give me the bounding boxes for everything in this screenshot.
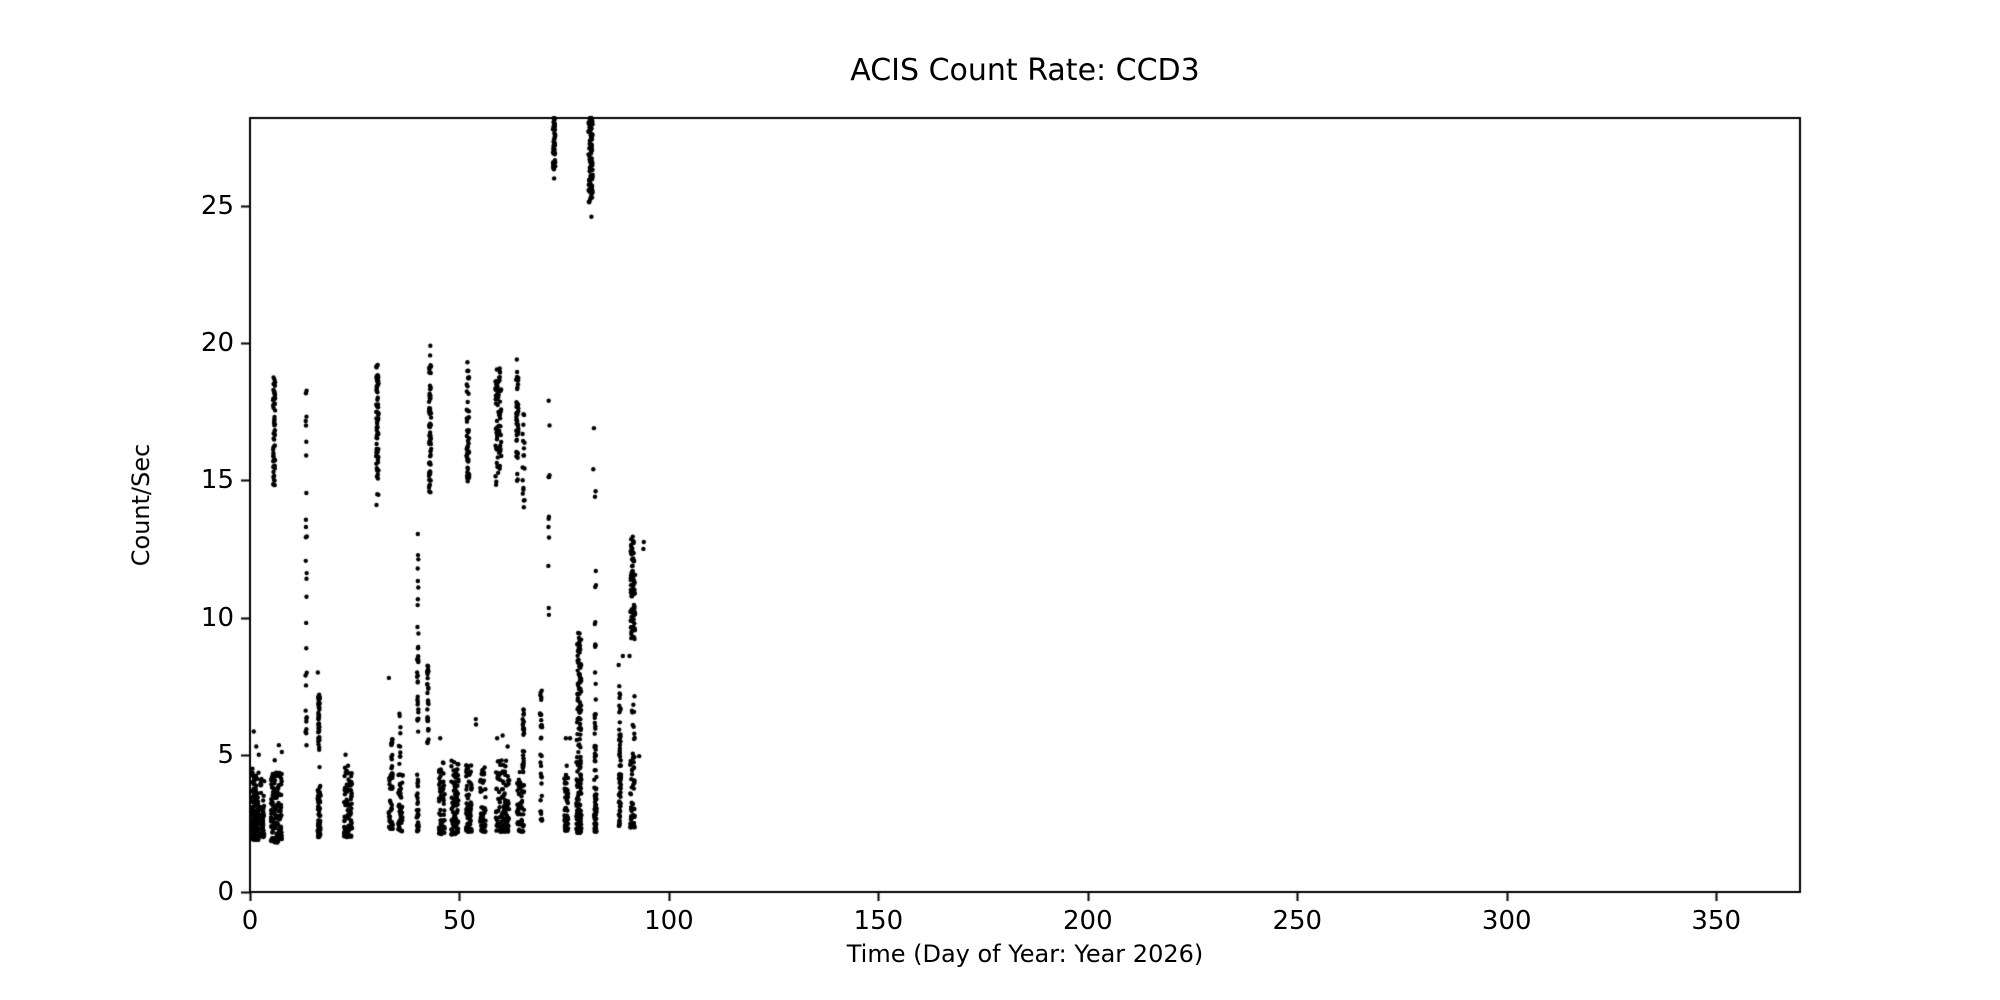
y-tick-label: 25 <box>200 190 234 221</box>
x-tick-label: 150 <box>853 906 904 936</box>
x-tick-label: 250 <box>1272 906 1323 936</box>
x-tick-label: 100 <box>644 906 694 936</box>
y-tick-label: 15 <box>200 465 234 496</box>
chart-title: ACIS Count Rate: CCD3 <box>850 53 1200 88</box>
y-axis-label: Count/Sec <box>127 443 155 567</box>
x-tick-label: 200 <box>1063 906 1113 936</box>
y-tick-label: 5 <box>217 739 234 770</box>
x-tick-label: 350 <box>1691 906 1742 936</box>
x-axis-label: Time (Day of Year: Year 2026) <box>846 940 1204 968</box>
y-tick-label: 20 <box>200 328 234 359</box>
y-tick-label: 0 <box>217 877 234 907</box>
x-tick-label: 50 <box>442 906 476 936</box>
y-tick-label: 10 <box>200 602 234 633</box>
x-tick-label: 0 <box>241 906 259 936</box>
x-tick-label: 300 <box>1481 906 1532 936</box>
